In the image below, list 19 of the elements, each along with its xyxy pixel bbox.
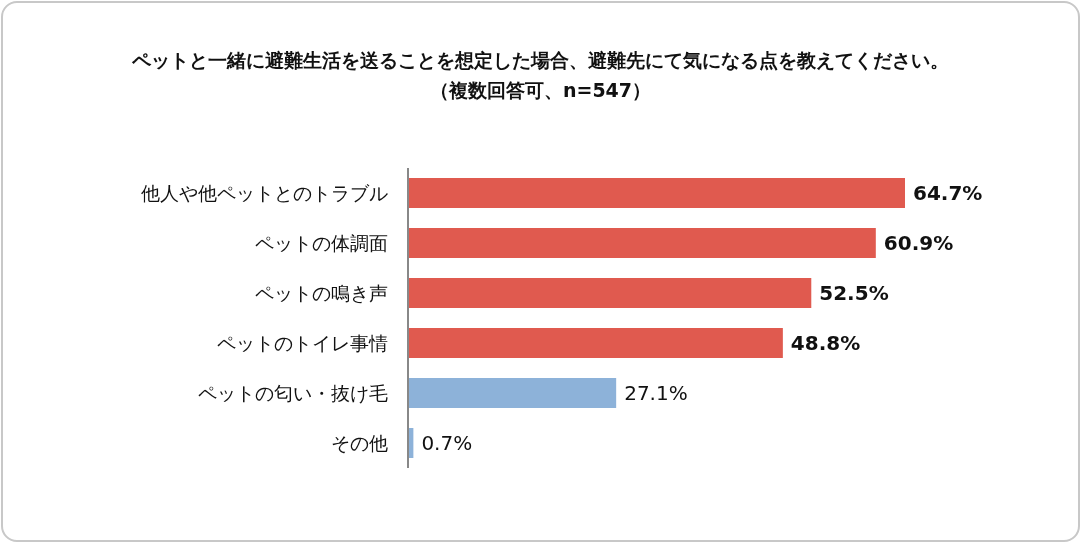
data-label: 0.7% [421, 431, 473, 455]
y-tick-label: ペットの鳴き声 [255, 281, 388, 304]
y-tick-label: その他 [331, 431, 388, 454]
y-tick-label: ペットのトイレ事情 [217, 331, 388, 354]
y-tick-label: ペットの体調面 [255, 231, 388, 254]
bar [408, 378, 617, 408]
chart-subtitle: （複数回答可、n=547） [428, 78, 653, 103]
bar [408, 278, 812, 308]
chart-title: ペットと一緒に避難生活を送ることを想定した場合、避難先にて気になる点を教えてください。 [131, 48, 950, 73]
data-label: 60.9% [883, 231, 954, 255]
y-tick-label: 他人や他ペットとのトラブル [141, 181, 388, 204]
bar [408, 328, 783, 358]
data-label: 64.7% [913, 181, 983, 205]
data-label: 27.1% [624, 381, 688, 405]
bar [408, 178, 905, 208]
bar [408, 228, 876, 258]
data-label: 48.8% [790, 331, 861, 355]
y-tick-label: ペットの匂い・抜け毛 [198, 381, 388, 404]
data-label: 52.5% [819, 281, 889, 305]
